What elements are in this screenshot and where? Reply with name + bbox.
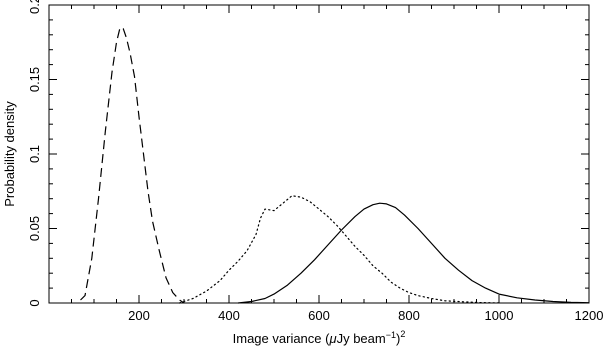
x-tick-label: 200 — [128, 308, 150, 323]
series-layer — [80, 26, 590, 304]
x-axis-title-close: ) — [396, 331, 400, 346]
y-tick-label: 0.15 — [27, 67, 42, 92]
plot-frame — [48, 4, 590, 304]
x-axis-title-mu: μ — [328, 331, 336, 346]
y-axis-title: Probability density — [2, 101, 17, 207]
series-dotted-line — [178, 195, 500, 304]
x-tick-label: 800 — [398, 308, 420, 323]
x-axis-title-sup2: 2 — [400, 329, 405, 339]
x-axis-title-prefix: Image variance ( — [233, 331, 330, 346]
series-dashed-line — [80, 26, 185, 304]
ticks — [49, 4, 590, 304]
x-axis-title: Image variance (μJy beam−1)2 — [233, 329, 406, 346]
x-tick-label: 1200 — [575, 308, 604, 323]
x-tick-label: 400 — [218, 308, 240, 323]
y-tick-label: 0.1 — [27, 145, 42, 163]
y-tick-label: 0 — [27, 299, 42, 306]
tick-labels: 200 400 600 800 1000 1200 0 0.05 0.1 0.15 0.2 — [27, 0, 603, 323]
x-axis-title-sup: −1 — [386, 330, 396, 340]
y-tick-label: 0.2 — [27, 0, 42, 14]
x-tick-label: 1000 — [485, 308, 514, 323]
series-solid-line — [237, 202, 590, 304]
y-tick-label: 0.05 — [27, 216, 42, 241]
x-axis-title-middle: Jy beam — [337, 331, 386, 346]
x-tick-label: 600 — [308, 308, 330, 323]
